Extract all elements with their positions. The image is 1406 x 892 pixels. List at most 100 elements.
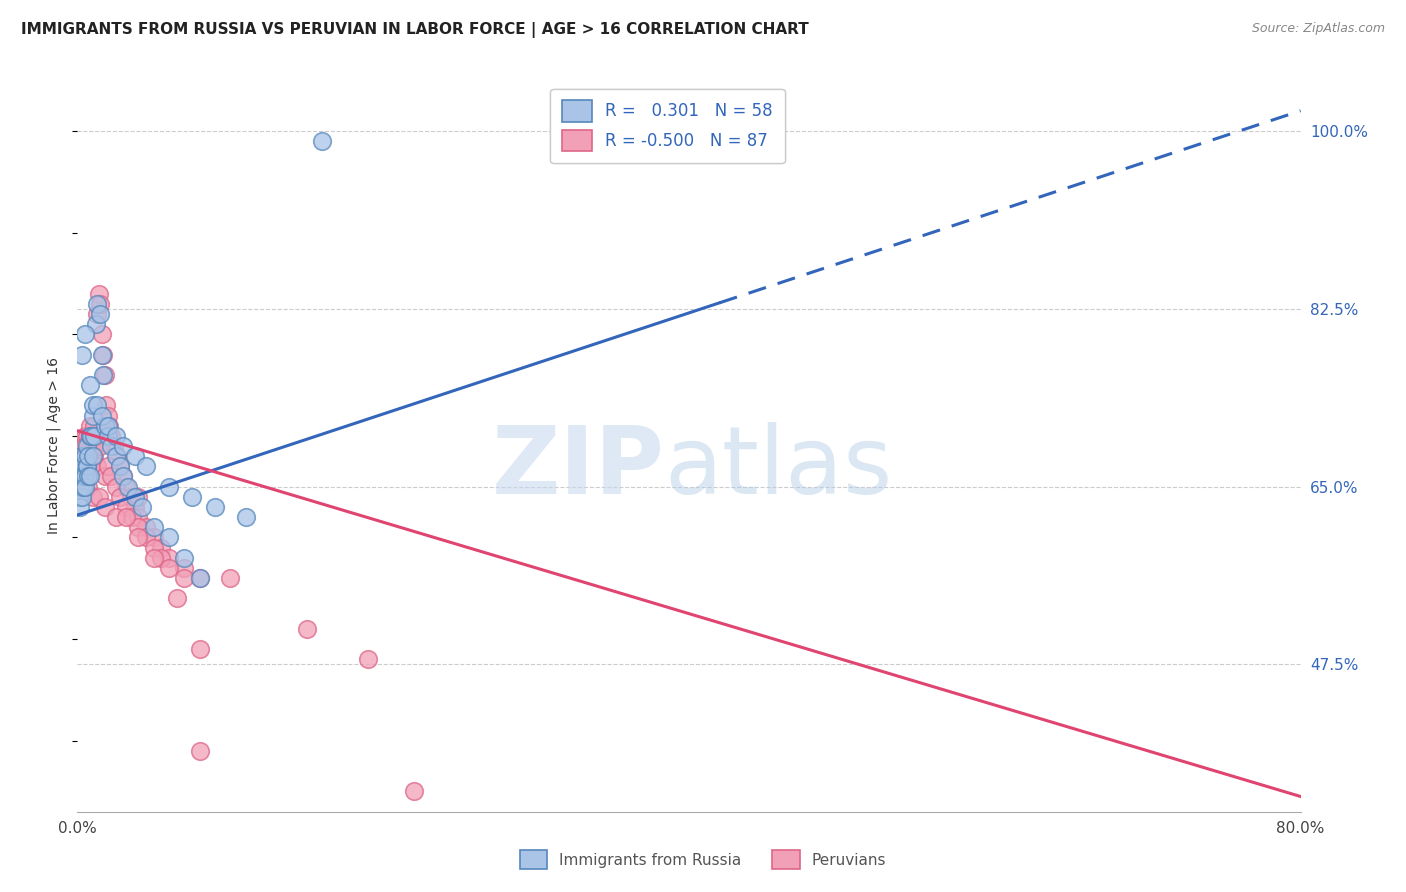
Text: Source: ZipAtlas.com: Source: ZipAtlas.com: [1251, 22, 1385, 36]
Point: [188, 571, 211, 585]
Point: [120, 490, 142, 504]
Point: [100, 469, 122, 483]
Y-axis label: In Labor Force | Age > 16: In Labor Force | Age > 16: [46, 358, 62, 534]
Point: [83, 429, 105, 443]
Point: [97, 459, 120, 474]
Text: atlas: atlas: [665, 422, 893, 514]
Point: [89, 297, 111, 311]
Point: [124, 449, 146, 463]
Point: [90, 409, 112, 423]
Point: [82, 449, 104, 463]
Point: [150, 541, 173, 555]
Point: [77, 449, 100, 463]
Point: [115, 510, 138, 524]
Point: [295, 622, 318, 636]
Point: [94, 500, 117, 514]
Point: [115, 480, 138, 494]
Point: [94, 418, 117, 433]
Point: [117, 480, 139, 494]
Point: [72, 439, 94, 453]
Point: [76, 459, 98, 474]
Point: [73, 449, 96, 463]
Point: [97, 409, 120, 423]
Point: [73, 429, 96, 443]
Point: [97, 418, 120, 433]
Point: [128, 520, 150, 534]
Point: [150, 550, 173, 565]
Point: [82, 398, 104, 412]
Point: [84, 317, 107, 331]
Point: [70, 469, 93, 483]
Point: [80, 459, 103, 474]
Point: [67, 469, 90, 483]
Point: [104, 480, 127, 494]
Point: [76, 449, 98, 463]
Point: [79, 378, 101, 392]
Point: [79, 469, 101, 483]
Point: [100, 439, 122, 453]
Point: [70, 347, 93, 362]
Point: [173, 571, 195, 585]
Point: [188, 571, 211, 585]
Point: [91, 347, 114, 362]
Point: [69, 480, 91, 494]
Legend: Immigrants from Russia, Peruvians: Immigrants from Russia, Peruvians: [513, 844, 893, 875]
Point: [83, 418, 105, 433]
Point: [69, 480, 91, 494]
Point: [131, 500, 153, 514]
Point: [86, 307, 108, 321]
Point: [73, 480, 96, 494]
Point: [77, 480, 100, 494]
Point: [82, 490, 104, 504]
Point: [76, 429, 98, 443]
Point: [96, 398, 118, 412]
Point: [157, 561, 180, 575]
Point: [86, 459, 108, 474]
Point: [87, 490, 110, 504]
Point: [103, 439, 125, 453]
Point: [77, 469, 100, 483]
Point: [235, 510, 257, 524]
Point: [173, 561, 195, 575]
Point: [135, 520, 157, 534]
Point: [70, 449, 93, 463]
Point: [142, 520, 165, 534]
Point: [311, 134, 333, 148]
Point: [105, 449, 128, 463]
Point: [73, 469, 96, 483]
Point: [79, 449, 101, 463]
Point: [142, 541, 165, 555]
Point: [69, 500, 91, 514]
Point: [73, 439, 96, 453]
Point: [83, 439, 105, 453]
Point: [72, 469, 94, 483]
Point: [80, 429, 103, 443]
Point: [77, 449, 100, 463]
Point: [67, 469, 90, 483]
Point: [104, 429, 127, 443]
Point: [86, 398, 108, 412]
Point: [112, 469, 135, 483]
Point: [128, 530, 150, 544]
Point: [402, 784, 425, 798]
Point: [79, 418, 101, 433]
Point: [135, 459, 157, 474]
Point: [70, 490, 93, 504]
Point: [70, 449, 93, 463]
Point: [91, 368, 114, 382]
Legend: R =   0.301   N = 58, R = -0.500   N = 87: R = 0.301 N = 58, R = -0.500 N = 87: [551, 88, 785, 163]
Point: [67, 459, 90, 474]
Point: [72, 459, 94, 474]
Point: [86, 297, 108, 311]
Point: [128, 490, 150, 504]
Point: [76, 459, 98, 474]
Point: [142, 530, 165, 544]
Point: [73, 469, 96, 483]
Point: [90, 347, 112, 362]
Point: [98, 418, 121, 433]
Point: [357, 652, 380, 666]
Point: [82, 449, 104, 463]
Point: [204, 500, 226, 514]
Point: [73, 449, 96, 463]
Point: [89, 307, 111, 321]
